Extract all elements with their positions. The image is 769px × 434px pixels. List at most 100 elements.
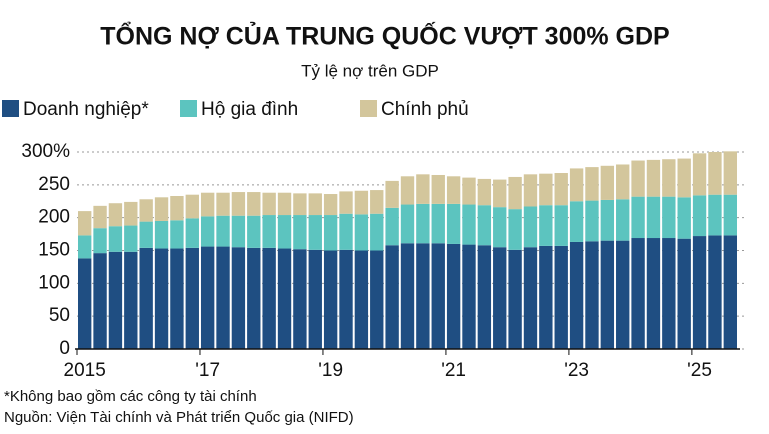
bar-segment [231,215,246,248]
y-tick-label: 300% [21,141,70,162]
bar-segment [677,238,691,349]
bar-segment [124,251,138,349]
bar-segment [154,248,169,349]
bar-segment [139,199,153,222]
bar-segment [493,207,507,248]
bar-segment [723,235,737,349]
legend-swatch [360,100,377,117]
bar-segment [370,190,384,214]
chart-subtitle: Tỷ lệ nợ trên GDP [301,61,439,80]
x-tick-label: '25 [687,360,712,381]
bar-segment [108,203,123,227]
bar-segment [323,250,338,349]
bar-segment [539,245,553,349]
bar-segment [539,205,553,246]
bar-segment [124,225,138,252]
chart-title: TỔNG NỢ CỦA TRUNG QUỐC VƯỢT 300% GDP [100,21,669,51]
bar-segment [170,220,184,249]
bar-segment [616,240,630,349]
x-tick-label: '17 [195,360,220,381]
bar-segment [523,174,538,207]
bar-segment [339,249,353,349]
bar-segment [93,253,107,349]
bar-segment [370,250,384,349]
bar-segment [446,243,461,349]
bar-segment [723,194,737,236]
bar-segment [431,243,445,349]
bar-segment [354,214,369,251]
bar-segment [216,246,230,349]
bar-segment [662,238,676,349]
bar-segment [600,165,615,200]
bar-segment [539,173,553,206]
bar-segment [262,215,276,248]
bar-segment [585,241,599,349]
bar-segment [477,245,492,349]
bar-segment [139,221,153,248]
bar-segment [477,178,492,206]
bar-segment [308,193,322,216]
bar-segment [216,192,230,216]
bar-segment [600,240,615,349]
bar-segment [585,167,599,201]
bar-segment [569,201,584,242]
bar-segment [462,204,476,245]
legend-label: Doanh nghiệp* [23,99,149,120]
bar-segment [631,238,645,349]
bar-segment [154,220,169,249]
bar-segment [385,245,399,349]
bar-segment [723,151,737,195]
footnote: *Không bao gồm các công ty tài chính [4,388,257,405]
bar-segment [400,176,415,205]
bar-segment [493,247,507,349]
bar-segment [508,176,522,210]
bar-segment [692,153,707,196]
bar-segment [200,192,215,217]
bar-segment [308,249,322,349]
bar-segment [600,199,615,241]
bar-segment [616,199,630,241]
bar-segment [708,152,722,195]
bar-segment [93,228,107,254]
x-tick-label: '21 [441,360,466,381]
bar-segment [493,179,507,208]
y-tick-label: 200 [38,207,70,228]
bar-segment [616,164,630,200]
bar-segment [277,248,292,349]
bar-segment [431,174,445,204]
bar-segment [585,200,599,242]
bar-segment [554,173,568,206]
bar-segment [400,243,415,349]
x-tick-label: '23 [564,360,589,381]
bar-segment [708,194,722,236]
bar-segment [631,160,645,197]
bar-segment [554,245,568,349]
bar-segment [262,192,276,216]
bar-segment [293,193,307,216]
bar-segment [277,215,292,249]
bar-segment [78,235,92,259]
bar-segment [293,215,307,250]
bar-segment [416,203,430,244]
bar-segment [354,250,369,349]
bar-segment [323,215,338,251]
legend-swatch [2,100,19,117]
bar-segment [277,192,292,216]
bar-segment [370,213,384,251]
y-tick-label: 250 [38,174,70,195]
bar-segment [185,218,199,248]
bar-segment [554,205,568,246]
legend-label: Hộ gia đình [201,99,298,120]
bar-segment [185,247,199,349]
bar-segment [308,215,322,250]
bar-segment [185,194,199,219]
bar-segment [446,203,461,244]
bar-segment [508,209,522,250]
bar-segment [646,159,661,197]
y-tick-label: 0 [59,338,70,359]
bar-segment [662,159,676,197]
bar-segment [523,247,538,349]
y-tick-label: 150 [38,240,70,261]
bar-segment [508,249,522,349]
